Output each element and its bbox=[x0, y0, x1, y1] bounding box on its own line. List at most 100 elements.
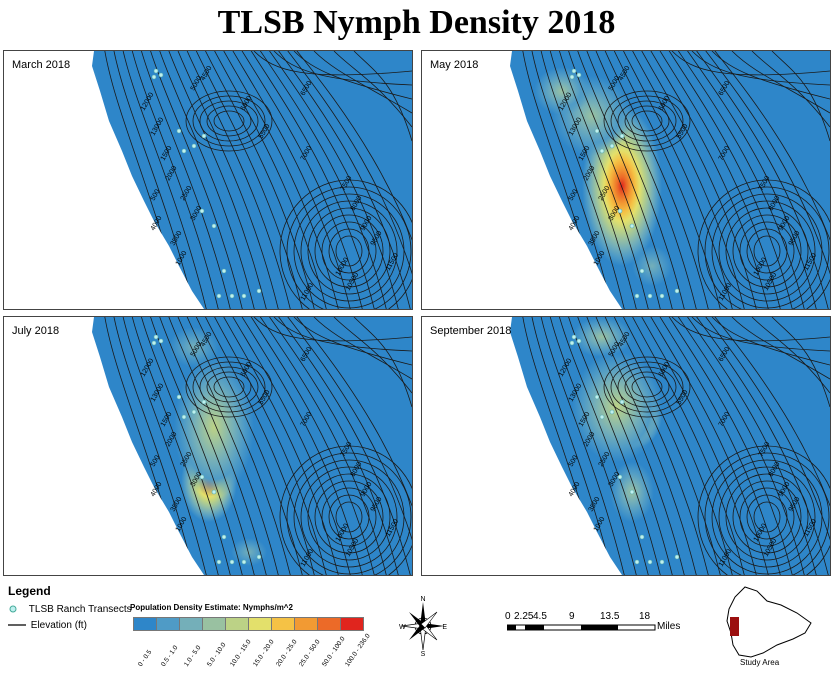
contour-line bbox=[293, 51, 412, 100]
contour-line bbox=[293, 317, 412, 366]
transect-point bbox=[569, 74, 575, 80]
transect-point bbox=[229, 559, 235, 565]
contour-line bbox=[292, 317, 412, 575]
transect-point bbox=[617, 474, 623, 480]
density-hotspot bbox=[572, 352, 662, 462]
contour-ring bbox=[739, 487, 795, 547]
scale-units: Miles bbox=[657, 621, 681, 632]
transect-point bbox=[211, 489, 217, 495]
contour-line bbox=[671, 51, 830, 76]
contour-line bbox=[193, 51, 305, 309]
density-class-label-5: 15.0 - 20.0 bbox=[252, 638, 276, 669]
contour-ring bbox=[335, 501, 363, 533]
contour-line bbox=[593, 51, 699, 309]
density-hotspot bbox=[174, 357, 254, 497]
contour-line bbox=[157, 317, 257, 575]
contour-line bbox=[256, 51, 389, 309]
contour-line bbox=[665, 51, 795, 309]
contour-ring bbox=[328, 494, 370, 540]
contour-line bbox=[701, 51, 830, 309]
contour-ring bbox=[286, 452, 412, 575]
contour-ring bbox=[199, 366, 259, 408]
contour-line bbox=[665, 317, 795, 575]
transect-point bbox=[229, 293, 235, 299]
contour-ring bbox=[697, 445, 830, 575]
contour-ring bbox=[746, 494, 788, 540]
transect-point bbox=[634, 293, 640, 299]
density-swatch-1 bbox=[157, 618, 180, 630]
compass-rose-icon: N S W E bbox=[399, 596, 447, 658]
density-hotspot bbox=[632, 246, 672, 286]
contour-line bbox=[211, 51, 329, 309]
contour-label: 500 bbox=[568, 454, 580, 468]
contour-line bbox=[751, 51, 830, 128]
contour-label: 500 bbox=[568, 188, 580, 202]
legend-elevation-label: Elevation (ft) bbox=[30, 620, 87, 631]
elevation-contours bbox=[103, 317, 412, 575]
contour-line bbox=[611, 51, 723, 309]
transect-point bbox=[153, 68, 159, 74]
map-july: 4500500060006500550070007500800090009500… bbox=[4, 317, 412, 575]
contour-ring bbox=[279, 179, 412, 309]
study-area-marker bbox=[730, 617, 739, 636]
contour-line bbox=[265, 317, 401, 575]
map-march: 4500500060006500550070007500800090009500… bbox=[4, 51, 412, 309]
transect-point bbox=[216, 559, 222, 565]
transect-point bbox=[181, 414, 187, 420]
contour-line bbox=[184, 317, 293, 575]
transect-point bbox=[647, 293, 653, 299]
contour-line bbox=[629, 51, 747, 309]
contour-line bbox=[283, 51, 412, 309]
contour-ring bbox=[732, 480, 802, 554]
contour-ring bbox=[321, 221, 377, 281]
scale-tick-4: 13.5 bbox=[600, 611, 620, 622]
inset-map bbox=[705, 583, 825, 668]
transect-point bbox=[617, 208, 623, 214]
density-swatch-4 bbox=[226, 618, 249, 630]
transect-point bbox=[674, 554, 680, 560]
contour-line bbox=[656, 51, 783, 309]
contour-line bbox=[548, 51, 639, 309]
contour-ring bbox=[711, 193, 823, 309]
transect-point-icon bbox=[9, 605, 17, 613]
transect-point bbox=[176, 128, 182, 134]
contour-line bbox=[539, 317, 627, 575]
contour-line bbox=[175, 51, 281, 309]
contour-line bbox=[710, 317, 830, 575]
contour-ring bbox=[206, 105, 252, 137]
legend-transects-label: TLSB Ranch Transects bbox=[28, 604, 132, 615]
contour-line bbox=[211, 317, 329, 575]
legend-title: Legend bbox=[8, 584, 51, 598]
density-class-label-1: 0.5 - 1.0 bbox=[160, 644, 180, 669]
transect-point bbox=[191, 409, 197, 415]
transect-point bbox=[634, 559, 640, 565]
contour-ring bbox=[631, 376, 663, 398]
contour-line bbox=[353, 317, 412, 408]
contour-ring bbox=[328, 228, 370, 274]
transect-point bbox=[256, 554, 262, 560]
transect-point bbox=[241, 559, 247, 565]
contour-ring bbox=[725, 207, 809, 295]
density-class-label-2: 1.0 - 5.0 bbox=[183, 644, 203, 669]
transect-points bbox=[151, 68, 262, 299]
contour-line bbox=[166, 317, 269, 575]
contour-line bbox=[711, 317, 830, 366]
transect-points bbox=[569, 334, 680, 565]
transect-point bbox=[619, 399, 625, 405]
transect-point bbox=[599, 148, 605, 154]
contour-line bbox=[530, 51, 615, 309]
contour-line bbox=[638, 51, 759, 309]
contour-line bbox=[647, 51, 771, 309]
map-september: 4500500060006500550070007500800090009500… bbox=[422, 317, 830, 575]
transect-point bbox=[153, 334, 159, 340]
contour-ring bbox=[704, 452, 830, 575]
contour-ring bbox=[697, 179, 830, 309]
contour-ring bbox=[286, 186, 412, 309]
scale-bar: 0 2.25 4.5 9 13.5 18 Miles bbox=[505, 611, 685, 632]
contour-line bbox=[130, 51, 221, 309]
north-arrow: N S W E bbox=[398, 596, 448, 661]
contour-line bbox=[771, 317, 830, 408]
contour-line bbox=[333, 51, 412, 128]
transect-point bbox=[151, 340, 157, 346]
contour-ring bbox=[335, 235, 363, 267]
